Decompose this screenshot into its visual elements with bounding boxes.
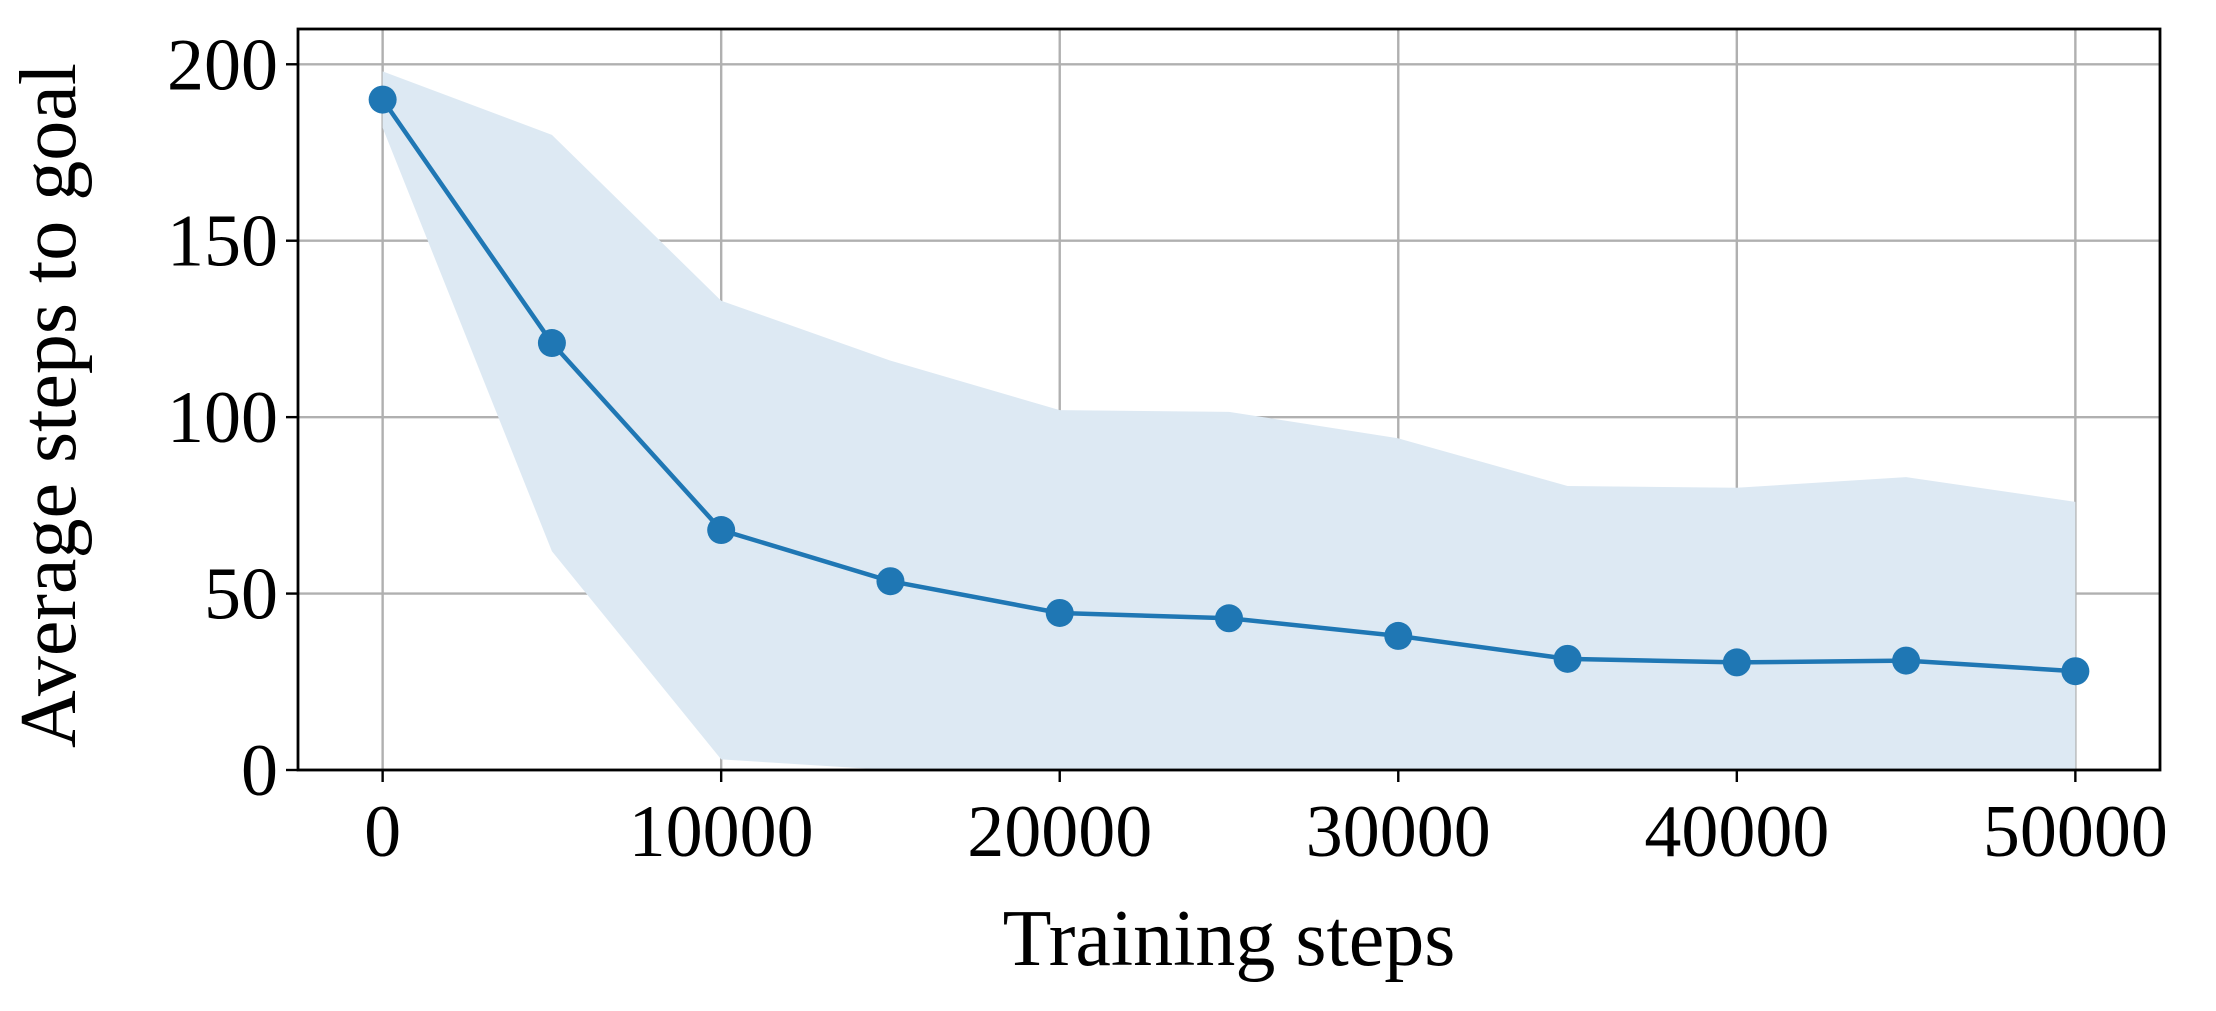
series-points: [368, 85, 2090, 686]
data-point: [1553, 644, 1582, 673]
x-tick-label: 30000: [1306, 791, 1491, 873]
y-tick-label: 50: [204, 554, 278, 636]
confidence-band: [382, 71, 2076, 771]
band-area: [382, 71, 2076, 771]
y-axis-label: Average steps to goal: [5, 63, 93, 748]
data-point: [1892, 646, 1921, 675]
data-point: [537, 329, 566, 358]
data-point: [1722, 648, 1751, 677]
x-axis-label: Training steps: [1003, 895, 1456, 983]
plot-frame: [296, 27, 2162, 772]
y-tick-label: 0: [241, 730, 278, 812]
x-tick-label: 40000: [1644, 791, 1829, 873]
data-point: [707, 516, 736, 545]
x-tick-label: 0: [364, 791, 401, 873]
data-point: [1045, 598, 1074, 627]
y-tick-label: 100: [167, 377, 278, 459]
data-point: [368, 85, 397, 114]
data-point: [876, 567, 905, 596]
data-point: [1384, 621, 1413, 650]
y-tick-label: 150: [167, 201, 278, 283]
x-tick-label: 20000: [967, 791, 1152, 873]
data-point: [1215, 604, 1243, 633]
data-point: [2061, 657, 2090, 686]
axis-ticks: 0 10000 20000 30000 40000 50000 0 50 100 150 200: [167, 24, 2168, 873]
x-tick-label: 10000: [629, 791, 814, 873]
x-tick-label: 50000: [1983, 791, 2168, 873]
y-tick-label: 200: [167, 24, 278, 106]
